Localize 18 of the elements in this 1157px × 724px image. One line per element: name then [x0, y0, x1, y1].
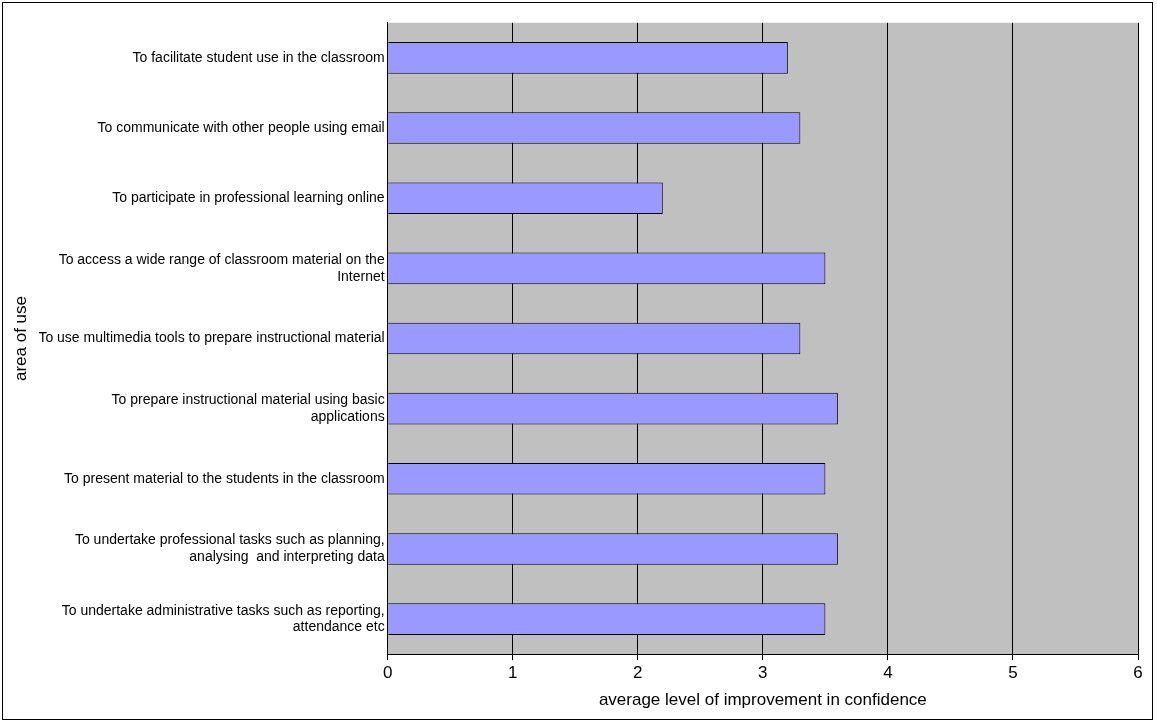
y-tick-label: To prepare instructional material using basic applications [111, 391, 385, 424]
x-tick-label: 3 [758, 663, 768, 683]
y-tick-label: To use multimedia tools to prepare instructional material [38, 329, 385, 346]
y-tick-label: To communicate with other people using email [97, 118, 385, 135]
x-axis-title: average level of improvement in confidence [598, 690, 927, 710]
y-tick-label: To access a wide range of classroom material on the Internet [58, 250, 385, 284]
y-tick-label: To undertake administrative tasks such as reporting, attendance etc [61, 601, 385, 635]
x-tick-label: 0 [382, 663, 393, 683]
y-tick-label: To present material to the students in the classroom [64, 469, 385, 486]
x-tick-label: 4 [883, 663, 893, 683]
x-tick-label: 1 [507, 663, 518, 683]
y-axis-title: area of use [10, 295, 30, 382]
x-tick-label: 6 [1133, 663, 1143, 683]
y-tick-label: To participate in professional learning online [112, 189, 385, 206]
y-tick-label: To undertake professional tasks such as planning, analysing and interpreting data [74, 531, 385, 565]
y-tick-label: To facilitate student use in the classroom [132, 48, 385, 65]
x-tick-label: 5 [1008, 663, 1018, 683]
x-tick-label: 2 [633, 663, 643, 683]
